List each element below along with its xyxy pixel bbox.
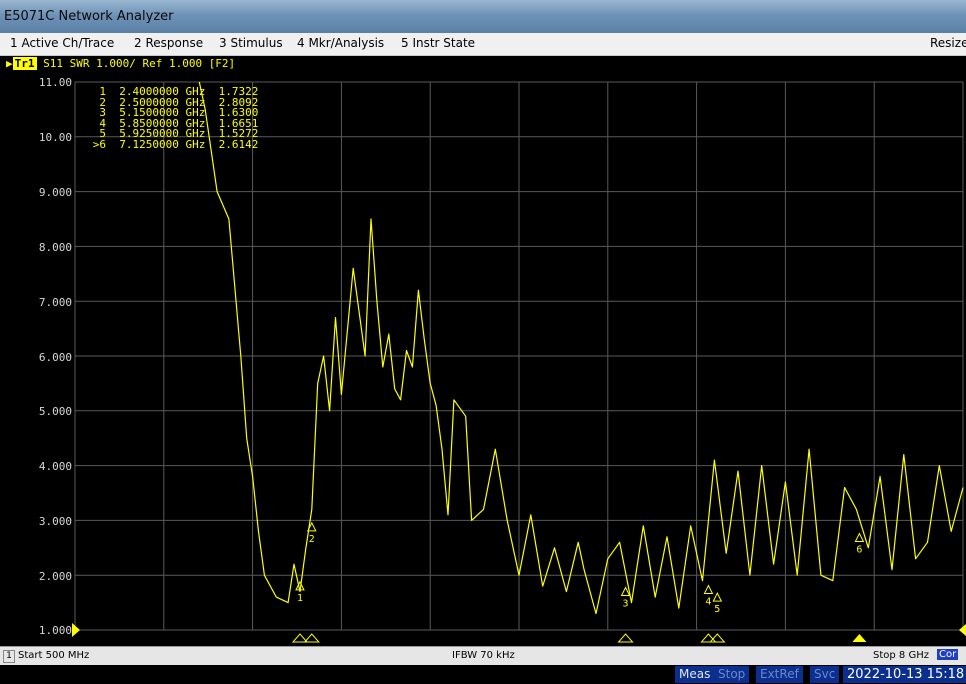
- window-titlebar[interactable]: E5071C Network Analyzer: [0, 0, 966, 33]
- y-tick-label: 8.000: [38, 241, 72, 254]
- menu-instr-state[interactable]: 5 Instr State: [401, 36, 476, 50]
- trace-header[interactable]: ▶ Tr1 S11 SWR 1.000/ Ref 1.000 [F2]: [6, 57, 235, 71]
- marker-label: 4: [705, 597, 711, 608]
- y-tick-label: 11.00: [38, 76, 72, 89]
- y-tick-label: 9.000: [38, 186, 72, 199]
- marker-symbol: 5: [709, 591, 726, 643]
- marker-triangle: [712, 591, 723, 602]
- y-tick-label: 4.000: [38, 460, 72, 473]
- meas-indicator: Meas: [675, 666, 715, 683]
- reference-level-marker-right: [959, 624, 966, 636]
- y-tick-label: 1.000: [38, 624, 72, 637]
- marker-label: 1: [297, 593, 303, 604]
- marker-triangle: [306, 521, 317, 532]
- marker-axis-triangle: [709, 633, 726, 643]
- menu-response[interactable]: 2 Response: [134, 36, 204, 50]
- marker-triangle: [703, 584, 714, 595]
- trace-line-s11: [198, 81, 964, 615]
- marker-symbol: 6: [852, 532, 867, 642]
- marker-label: 3: [623, 598, 629, 609]
- date-time: 2022-10-13 15:18: [843, 666, 966, 683]
- channel-number[interactable]: 1: [3, 650, 15, 663]
- menu-mkr-analysis[interactable]: 4 Mkr/Analysis: [297, 36, 385, 50]
- marker-triangle: [295, 580, 305, 591]
- marker-row: 5 5.9250000 GHz 1.5272: [99, 127, 259, 140]
- marker-symbol: 3: [617, 586, 634, 643]
- marker-axis-triangle: [303, 633, 320, 643]
- extref-indicator: ExtRef: [756, 666, 803, 683]
- channel-status-bar: 1 Start 500 MHz IFBW 70 kHz Stop 8 GHz C…: [0, 646, 966, 665]
- trace-tag: Tr1: [12, 57, 37, 70]
- stop-indicator: Stop: [714, 666, 750, 683]
- y-tick-label: 2.000: [38, 570, 72, 583]
- instrument-status-bar: Meas Stop ExtRef Svc 2022-10-13 15:18: [0, 665, 966, 684]
- marker-row: 2 2.5000000 GHz 2.8092: [99, 95, 259, 109]
- marker-triangle: [854, 532, 865, 543]
- marker-row: 3 5.1500000 GHz 1.6300: [99, 106, 259, 119]
- marker-label: 5: [714, 604, 720, 615]
- ifbw-value[interactable]: IFBW 70 kHz: [452, 650, 515, 661]
- marker-readout-table: 1 2.4000000 GHz 1.7322 2 2.5000000 GHz 2…: [88, 85, 259, 151]
- trace-settings-text: S11 SWR 1.000/ Ref 1.000 [F2]: [43, 57, 236, 70]
- menu-bar: 1 Active Ch/Trace 2 Response 3 Stimulus …: [0, 33, 966, 56]
- y-tick-label: 7.000: [38, 296, 72, 309]
- marker-row: 4 5.8500000 GHz 1.6651: [99, 116, 259, 130]
- swr-chart: 1 2 3 45 6: [72, 81, 966, 643]
- marker-symbol: 2: [303, 521, 320, 643]
- marker-row: 1 2.4000000 GHz 1.7322: [99, 85, 259, 98]
- marker-axis-triangle: [852, 634, 867, 642]
- menu-stimulus[interactable]: 3 Stimulus: [219, 36, 283, 50]
- window-title: E5071C Network Analyzer: [4, 9, 174, 24]
- marker-triangle: [620, 586, 631, 596]
- y-tick-label: 6.000: [38, 351, 72, 364]
- marker-label: 6: [856, 545, 862, 556]
- marker-symbol: 4: [700, 584, 717, 643]
- start-frequency[interactable]: Start 500 MHz: [18, 650, 90, 661]
- y-tick-label: 5.000: [38, 405, 72, 418]
- menu-active-ch-trace[interactable]: 1 Active Ch/Trace: [10, 36, 115, 50]
- active-trace-arrow-icon: ▶: [6, 57, 13, 70]
- reference-level-marker: [72, 623, 80, 637]
- marker-label: 2: [309, 534, 315, 545]
- marker-row: >6 7.1250000 GHz 2.6142: [92, 137, 259, 151]
- correction-badge: Cor: [937, 649, 959, 660]
- y-tick-label: 10.00: [38, 131, 72, 144]
- marker-symbol: 1: [291, 580, 309, 643]
- marker-axis-triangle: [291, 633, 309, 643]
- marker-axis-triangle: [700, 633, 717, 643]
- svc-indicator: Svc: [810, 666, 840, 683]
- marker-axis-triangle: [617, 633, 634, 643]
- y-tick-label: 3.000: [38, 515, 72, 528]
- menu-resize[interactable]: Resize: [930, 36, 966, 50]
- stop-frequency[interactable]: Stop 8 GHz: [873, 650, 929, 661]
